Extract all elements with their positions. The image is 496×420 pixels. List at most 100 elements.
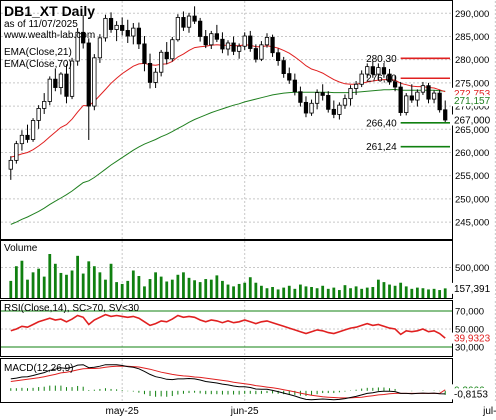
volume-bar [371,287,375,298]
candle-body [248,35,253,49]
ema70-label: EMA(Close,70) [4,59,72,70]
candle-body [186,15,192,28]
candle-body [320,92,325,96]
candle-body [242,35,247,47]
candle-body [198,20,203,37]
volume-bar [98,272,102,298]
volume-bar [293,288,297,298]
candle-body [69,60,75,97]
macd-signal-line [10,365,446,399]
volume-bar [254,282,258,298]
volume-last-box [452,282,495,294]
candle-body [337,104,342,115]
volume-bar [388,284,391,298]
volume-bar [421,288,425,298]
volume-bar [365,287,369,298]
candle-body [287,73,292,81]
resistance-level-label: 276,00 [366,74,397,85]
x-tick-label: jul-25 [482,406,496,417]
resistance-level-label: 280,30 [366,54,397,65]
candle-body [114,24,119,30]
last-value-box [452,95,495,107]
volume-bar [48,254,52,298]
volume-bar [59,272,63,298]
price-tick-label: 275,000 [455,78,489,89]
volume-bar [432,288,436,298]
candle-body [125,30,130,37]
rsi-last-label: 39,9323 [454,334,491,345]
price-tick-label: 260,000 [455,148,489,159]
candle-body [220,38,225,50]
volume-bar [376,279,380,298]
candle-body [142,43,147,64]
volume-bar [170,279,174,298]
price-tick-label: 290,000 [455,9,489,20]
last-value-label: 272,753 [454,89,491,100]
volume-bar [243,282,247,298]
rsi-tick-label: 70,000 [455,307,484,318]
volume-bar [115,282,118,298]
volume-last-label: 157,391 [454,284,491,295]
volume-bar [382,282,386,298]
candle-body [404,95,409,113]
volume-bar [143,286,146,298]
macd-line [10,364,446,401]
volume-bar [427,289,430,298]
volume-bar [148,279,152,298]
volume-tick-label: 500,000 [455,263,489,274]
volume-bar [271,287,274,298]
volume-bar [399,282,403,298]
candle-body [175,17,180,41]
volume-bar [131,270,135,298]
ema70-line [10,88,446,225]
volume-bar [304,286,308,298]
candle-body [298,91,303,103]
candle-body [387,73,392,83]
candle-body [92,57,97,107]
volume-title: Volume [4,243,38,254]
volume-bar [404,286,408,298]
candle-body [164,51,169,60]
volume-bar [26,279,29,298]
candle-body [365,66,370,75]
rsi-title: RSI(Close,14), SC>70, SV<30 [4,303,140,314]
candle-body [214,33,219,40]
candle-body [331,108,336,115]
candle-body [225,42,231,50]
volume-bar [215,275,219,298]
volume-bar [299,284,302,298]
last-value-box [452,114,495,126]
volume-bar [104,279,107,298]
candle-body [64,73,69,97]
rsi-last-box [452,332,495,344]
candle-body [136,27,142,45]
candle-body [420,85,426,93]
candle-body [237,45,242,52]
candle-body [326,95,331,110]
candle-body [203,36,208,46]
volume-bar [204,279,208,298]
candle-body [192,15,197,22]
candle-body [153,71,158,83]
candle-body [303,101,309,114]
volume-bar [360,288,364,298]
last-value-label: 267,000 [454,116,491,127]
volume-bar [76,255,80,298]
candle-body [342,98,348,106]
candle-body [131,27,136,37]
candle-body [19,134,25,145]
price-tick-label: 270,000 [455,102,489,113]
chart-site: www.wealth-lab.com [3,30,95,41]
candle-body [30,120,36,140]
volume-bar [332,287,336,298]
support-level-label: 261,24 [366,142,397,153]
candle-body [86,42,91,107]
volume-bar [349,288,352,298]
candle-body [181,17,186,28]
volume-bar [276,289,280,298]
volume-bar [70,270,74,298]
candle-body [353,83,359,89]
chart-title: DB1_XT Daily [4,3,95,19]
candle-body [437,92,442,111]
